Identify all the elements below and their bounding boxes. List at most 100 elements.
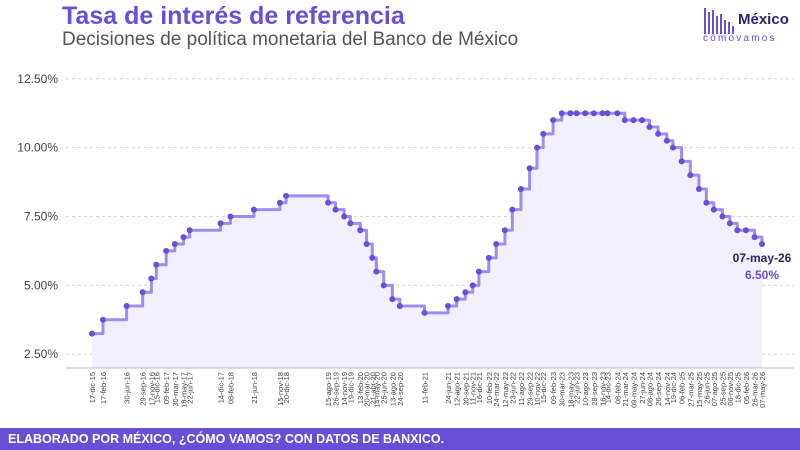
x-tick-label: 26-sep-24 [654, 372, 663, 406]
data-point [148, 275, 155, 282]
data-point [283, 192, 290, 199]
x-tick-label: 24-sep-20 [396, 372, 405, 406]
data-point [742, 227, 749, 234]
data-point [453, 296, 460, 303]
data-point [389, 296, 396, 303]
data-point [325, 199, 332, 206]
rate-step-line [92, 111, 764, 336]
x-tick-label: 07-ago-25 [710, 372, 719, 406]
data-point [710, 206, 717, 213]
data-point [493, 241, 500, 248]
data-point [373, 268, 380, 275]
data-point [475, 268, 482, 275]
data-point [99, 316, 106, 323]
x-tick-label: 13-ago-20 [388, 372, 397, 406]
x-tick-label: 19-dic-24 [669, 372, 678, 403]
x-tick-label: 30-sep-21 [461, 372, 470, 406]
x-tick-label: 06-feb-25 [678, 372, 687, 404]
data-point [363, 241, 370, 248]
x-tick-label: 17-feb-16 [99, 372, 108, 404]
annotation-date: 07-may-26 [733, 251, 792, 265]
data-point [369, 254, 376, 261]
data-point [332, 206, 339, 213]
data-point [526, 165, 533, 172]
x-tick-label: 17-nov-16 [147, 372, 156, 406]
chart-title: Tasa de interés de referencia [62, 2, 405, 30]
x-tick-label: 10-nov-22 [533, 372, 542, 406]
x-tick-label: 14-nov-19 [340, 372, 349, 406]
data-point [540, 130, 547, 137]
data-point [485, 254, 492, 261]
x-tick-label: 09-may-24 [629, 372, 638, 408]
x-tick-label: 30-mar-23 [558, 372, 567, 407]
data-point [445, 303, 452, 310]
data-point [89, 330, 95, 337]
data-point [501, 227, 508, 234]
data-point [639, 117, 646, 124]
y-tick-label: 12.50% [17, 72, 58, 86]
data-point [534, 144, 541, 151]
x-tick-label: 23-jun-22 [508, 372, 517, 404]
area-fill [92, 113, 762, 368]
y-tick-label: 10.00% [17, 141, 58, 155]
data-point [509, 206, 516, 213]
x-tick-label: 17-dic-15 [88, 372, 97, 403]
rate-chart: 2.50% 5.00% 7.50% 10.00% 12.50% 17-dic-15 17-f… [17, 65, 794, 408]
data-point [719, 213, 726, 220]
x-tick-label: 13-feb-20 [356, 372, 365, 404]
x-tick-label: 22-jun-23 [573, 372, 582, 404]
x-tick-label: 25-jun-20 [380, 372, 389, 404]
logo-icon [704, 8, 734, 34]
data-point [655, 130, 662, 137]
x-tick-label: 14-nov-24 [663, 372, 672, 406]
data-point [380, 282, 387, 289]
x-tick-label: 15-dic-22 [539, 372, 548, 403]
data-point [341, 213, 348, 220]
x-tick-label: 16-dic-21 [475, 372, 484, 403]
logo-name: México [738, 11, 789, 28]
data-point [687, 172, 694, 179]
data-point [669, 144, 676, 151]
x-tick-label: 08-feb-18 [226, 372, 235, 404]
x-tick-label: 15-may-25 [695, 372, 704, 408]
y-tick-label: 5.00% [24, 278, 58, 292]
data-point [163, 247, 170, 254]
x-tick-label: 19-dic-19 [346, 372, 355, 403]
x-tick-label: 30-mar-17 [171, 372, 180, 407]
x-tick-label: 21-mar-24 [621, 372, 630, 407]
data-point [646, 123, 653, 130]
x-tick-label: 26-mar-26 [751, 372, 760, 407]
data-point [614, 110, 621, 117]
data-point [734, 227, 741, 234]
annotation-value: 6.50% [745, 268, 779, 282]
data-point [550, 117, 557, 124]
data-point [599, 110, 606, 117]
x-tick-label: 06-nov-25 [726, 372, 735, 406]
x-tick-label: 14-may-20 [372, 372, 381, 408]
chart-subtitle: Decisiones de política monetaria del Ban… [62, 29, 519, 50]
x-tick-label: 22-jun-17 [186, 372, 195, 404]
x-tick-label: 24-jun-21 [444, 372, 453, 404]
x-tick-label: 10-feb-22 [485, 372, 494, 404]
x-tick-label: 07-may-26 [758, 372, 767, 408]
x-tick-label: 14-dic-17 [217, 372, 226, 403]
data-point [695, 185, 702, 192]
x-tick-label: 12-may-22 [501, 372, 510, 408]
data-point [469, 282, 476, 289]
footer-credit: ELABORADO POR MÉXICO, ¿CÓMO VAMOS? CON D… [0, 428, 800, 450]
x-tick-label: 09-feb-23 [549, 372, 558, 404]
x-tick-label: 15-nov-18 [276, 372, 285, 406]
x-tick-label: 28-sep-23 [590, 372, 599, 406]
x-tick-label: 29-sep-22 [526, 372, 535, 406]
x-tick-label: 18-may-23 [566, 372, 575, 408]
x-tick-label: 24-mar-22 [492, 372, 501, 407]
data-point [250, 206, 257, 213]
data-point [582, 110, 589, 117]
data-point [751, 234, 758, 241]
x-tick-label: 11-feb-21 [421, 372, 430, 404]
x-tick-label: 18-dic-25 [733, 372, 742, 403]
x-tick-label: 26-jun-25 [702, 372, 711, 404]
data-point [604, 110, 611, 117]
data-point [621, 117, 628, 124]
data-point [217, 220, 224, 227]
